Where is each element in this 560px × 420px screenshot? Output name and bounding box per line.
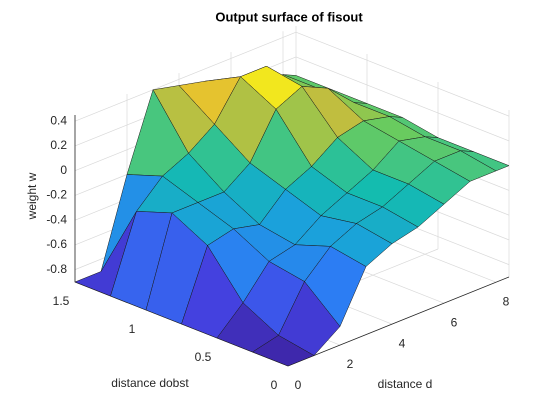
surface-patch <box>252 335 315 367</box>
chart-title: Output surface of fisout <box>215 9 363 24</box>
x-tick-label: 8 <box>503 294 510 308</box>
z-tick-label: -0.2 <box>46 188 67 202</box>
z-tick-label: -0.6 <box>46 237 67 251</box>
z-tick-label: -0.8 <box>46 262 67 276</box>
y-tick-label: 1 <box>129 322 136 336</box>
x-tick-label: 2 <box>347 357 354 371</box>
x-tick-label: 6 <box>451 315 458 329</box>
z-tick-label: 0 <box>60 163 67 177</box>
y-tick-label: 0.5 <box>195 350 212 364</box>
y-tick-label: 0 <box>271 378 278 392</box>
x-tick-label: 0 <box>295 378 302 392</box>
grid-line <box>295 31 510 117</box>
z-tick-label: 0.2 <box>50 138 67 152</box>
grid-line <box>74 31 297 122</box>
z-tick-label: 0.4 <box>50 113 67 127</box>
z-tick-label: -0.4 <box>46 212 67 226</box>
grid-line <box>295 56 510 142</box>
y-tick-label: 1.5 <box>53 294 70 308</box>
x-axis-label: distance d <box>378 377 433 391</box>
z-axis-label: weight w <box>25 172 39 220</box>
x-tick-label: 4 <box>399 336 406 350</box>
y-axis-label: distance dobst <box>111 376 189 390</box>
